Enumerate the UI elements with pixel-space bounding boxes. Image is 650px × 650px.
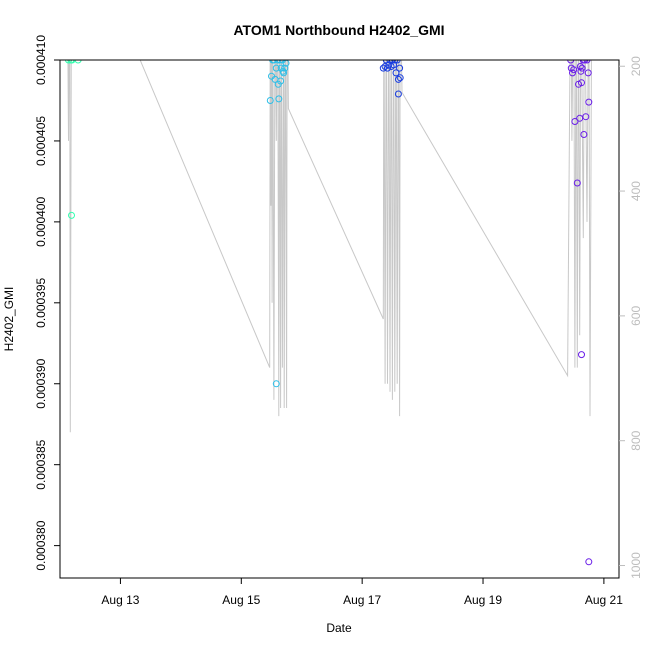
x-axis-label: Date bbox=[326, 621, 352, 635]
data-point bbox=[272, 380, 280, 388]
data-point bbox=[280, 69, 288, 77]
data-point bbox=[573, 179, 581, 187]
x-tick-label: Aug 19 bbox=[464, 593, 502, 607]
data-point bbox=[390, 61, 398, 69]
grey-line-series bbox=[67, 60, 592, 433]
data-point bbox=[569, 69, 576, 77]
data-point bbox=[272, 64, 280, 72]
data-point bbox=[379, 64, 387, 72]
data-point bbox=[384, 64, 391, 72]
data-point bbox=[567, 60, 575, 64]
data-point bbox=[392, 69, 400, 77]
y-tick-label: 0.000405 bbox=[34, 116, 48, 166]
data-point bbox=[396, 64, 404, 72]
data-point bbox=[68, 60, 76, 64]
y2-tick-label: 1000 bbox=[629, 552, 643, 579]
data-point bbox=[570, 66, 578, 74]
data-point bbox=[275, 95, 283, 103]
y-axis-label: H2402_GMI bbox=[2, 287, 16, 352]
data-point bbox=[585, 558, 593, 566]
data-point bbox=[68, 211, 75, 219]
y-tick-label: 0.000380 bbox=[34, 520, 48, 570]
y2-tick-label: 200 bbox=[629, 56, 643, 76]
data-point bbox=[578, 64, 586, 72]
chart-title: ATOM1 Northbound H2402_GMI bbox=[233, 22, 444, 38]
secondary-y-axis: 200 400 600 800 1000 bbox=[619, 56, 643, 579]
data-point bbox=[571, 118, 579, 125]
x-tick-label: Aug 17 bbox=[343, 593, 381, 607]
y2-tick-label: 400 bbox=[629, 181, 643, 201]
data-point bbox=[578, 79, 585, 87]
y-tick-label: 0.000395 bbox=[34, 277, 48, 327]
data-point bbox=[281, 64, 289, 72]
x-tick-label: Aug 21 bbox=[585, 593, 623, 607]
x-axis: Aug 13 Aug 15 Aug 17 Aug 19 Aug 21 bbox=[101, 578, 623, 607]
data-point bbox=[386, 60, 394, 64]
data-point bbox=[274, 60, 282, 64]
y-tick-label: 0.000390 bbox=[34, 358, 48, 408]
line-series-layer bbox=[67, 60, 592, 433]
y-tick-label: 0.000410 bbox=[34, 35, 48, 85]
data-point bbox=[584, 69, 592, 77]
data-point bbox=[74, 60, 82, 64]
y-axis: 0.000380 0.000385 0.000390 0.000395 0.000400… bbox=[34, 35, 60, 571]
data-point bbox=[585, 98, 593, 106]
data-point bbox=[270, 60, 278, 64]
data-point bbox=[388, 60, 396, 64]
x-tick-label: Aug 13 bbox=[101, 593, 139, 607]
data-point bbox=[578, 351, 585, 359]
data-point bbox=[278, 60, 286, 64]
data-point bbox=[266, 97, 274, 104]
plot-frame bbox=[59, 59, 620, 579]
y-tick-label: 0.000400 bbox=[34, 197, 48, 247]
data-point bbox=[581, 60, 589, 64]
data-point bbox=[276, 60, 284, 64]
data-point bbox=[396, 74, 404, 82]
y2-tick-label: 800 bbox=[629, 430, 643, 450]
points-layer bbox=[65, 60, 593, 566]
data-point bbox=[583, 60, 591, 64]
y2-tick-label: 600 bbox=[629, 306, 643, 326]
data-point bbox=[391, 60, 399, 64]
data-point bbox=[582, 113, 590, 121]
data-point bbox=[65, 60, 72, 64]
data-point bbox=[580, 131, 588, 138]
data-point bbox=[277, 77, 285, 85]
data-point bbox=[577, 67, 585, 75]
x-tick-label: Aug 15 bbox=[222, 593, 260, 607]
y-tick-label: 0.000385 bbox=[34, 439, 48, 489]
data-point bbox=[394, 75, 402, 83]
data-point bbox=[393, 60, 401, 64]
data-point bbox=[576, 63, 584, 70]
data-point bbox=[394, 90, 402, 98]
